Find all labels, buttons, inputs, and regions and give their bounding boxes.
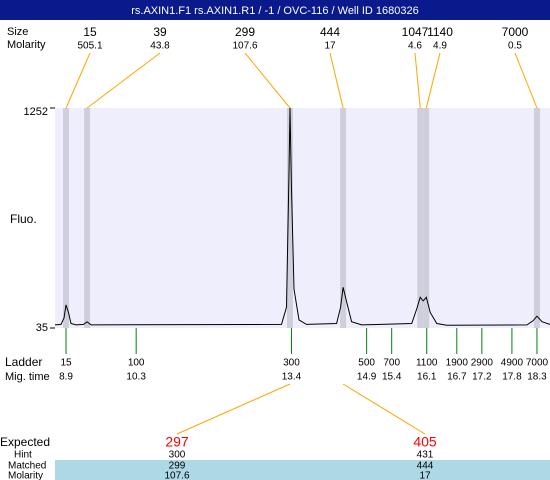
- ladder-time: 10.3: [126, 372, 146, 383]
- hint-size: 300: [169, 450, 186, 461]
- expected-label: Expected: [0, 435, 50, 449]
- ladder-size: 700: [383, 358, 400, 369]
- ladder-size: 15: [60, 358, 72, 369]
- ladder-size: 100: [128, 358, 145, 369]
- peak-size: 15: [83, 25, 97, 39]
- matched-size: 444: [417, 461, 434, 472]
- peak-connector: [414, 52, 421, 109]
- ladder-size: 2900: [471, 358, 494, 369]
- matched-band: [55, 460, 550, 480]
- peak-band: [84, 108, 91, 328]
- matched-label: Matched: [8, 461, 46, 472]
- hint-size: 431: [417, 450, 434, 461]
- peak-molarity: 17: [324, 41, 336, 52]
- matched-molarity: 107.6: [164, 471, 189, 480]
- size-label: Size: [7, 26, 28, 38]
- peak-connector: [65, 52, 91, 109]
- peak-size: 39: [153, 25, 167, 39]
- match-connector: [176, 383, 291, 435]
- peak-band: [423, 108, 430, 328]
- ladder-size: 1100: [416, 358, 438, 369]
- peak-band: [340, 108, 347, 328]
- ladder-size: 1900: [446, 358, 469, 369]
- ladder-size: 7000: [526, 358, 549, 369]
- expected-size: 297: [165, 434, 189, 450]
- ladder-time: 18.3: [527, 372, 547, 383]
- peak-molarity: 4.6: [408, 41, 422, 52]
- peak-band: [286, 108, 293, 328]
- peak-size: 299: [235, 25, 255, 39]
- match-connector: [342, 383, 426, 435]
- y-tick-label: 35: [36, 322, 48, 334]
- molarity-label: Molarity: [7, 39, 46, 51]
- matched-size: 299: [169, 461, 186, 472]
- peak-connector: [425, 52, 441, 109]
- peak-band: [63, 108, 70, 328]
- ladder-time: 13.4: [282, 372, 302, 383]
- ladder-time: 16.1: [417, 372, 437, 383]
- ladder-label: Ladder: [5, 355, 42, 369]
- chart-title: rs.AXIN1.F1 rs.AXIN1.R1 / -1 / OVC-116 /…: [131, 5, 419, 17]
- plot-area: [55, 108, 550, 328]
- peak-molarity: 107.6: [232, 41, 257, 52]
- peak-size: 1140: [427, 25, 453, 39]
- title-bar: [0, 0, 550, 20]
- y-tick-label: 1252: [24, 106, 48, 118]
- peak-molarity: 43.8: [150, 41, 170, 52]
- ladder-size: 4900: [501, 358, 524, 369]
- hint-label: Hint: [14, 450, 32, 461]
- time-label: Mig. time: [5, 371, 50, 383]
- ladder-size: 500: [358, 358, 375, 369]
- peak-connector: [514, 52, 538, 109]
- peak-molarity: 505.1: [77, 41, 102, 52]
- ladder-time: 17.2: [472, 372, 492, 383]
- peak-size: 1047: [402, 25, 429, 39]
- ladder-time: 14.9: [357, 372, 377, 383]
- peak-size: 444: [320, 25, 340, 39]
- peak-connector: [244, 52, 291, 109]
- peak-molarity: 0.5: [508, 41, 522, 52]
- peak-molarity: 4.9: [433, 41, 447, 52]
- matched-molarity: 17: [419, 471, 431, 480]
- expected-size: 405: [413, 434, 437, 450]
- y-label: Fluo.: [10, 212, 37, 226]
- peak-size: 7000: [502, 25, 529, 39]
- ladder-time: 17.8: [502, 372, 522, 383]
- peak-band: [533, 108, 540, 328]
- peak-connector: [329, 52, 344, 109]
- peak-connector: [86, 52, 161, 109]
- exp-molarity-label: Molarity: [8, 471, 43, 480]
- ladder-time: 16.7: [447, 372, 467, 383]
- trace: [54, 107, 550, 326]
- ladder-size: 300: [283, 358, 300, 369]
- peak-band: [417, 108, 424, 328]
- ladder-time: 15.4: [382, 372, 402, 383]
- ladder-time: 8.9: [59, 372, 73, 383]
